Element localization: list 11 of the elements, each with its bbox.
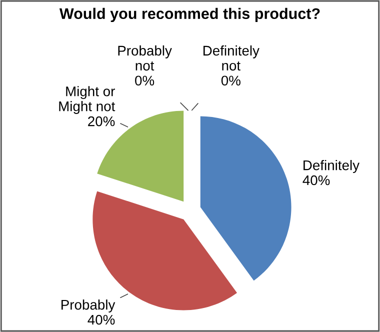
category-label: Probably not (118, 45, 172, 71)
text: 0% (135, 76, 154, 86)
slice-label: Definitely (304, 160, 360, 173)
slice-label: Probably (62, 300, 116, 312)
data-label: 20% (88, 116, 115, 126)
chart-title: Would you recommed this product? (59, 8, 320, 22)
text: 0% (221, 76, 240, 86)
slice-label: Might or Might not (59, 86, 116, 114)
data-label: 40% (302, 175, 330, 186)
data-label: 40% (88, 314, 115, 325)
category-label: Definitely not (203, 45, 260, 71)
